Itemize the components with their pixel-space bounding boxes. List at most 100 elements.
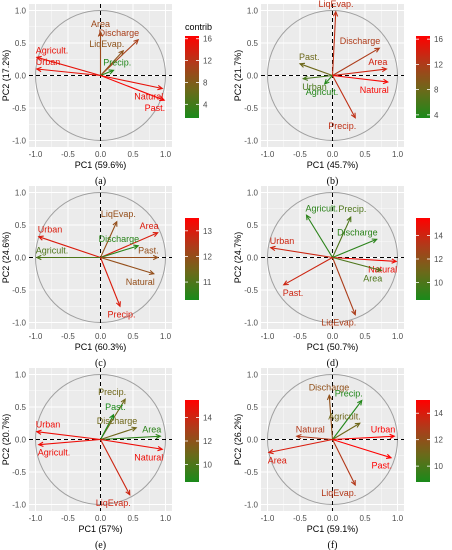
variable-label: Precip. [107,309,135,319]
arrowhead [351,309,357,316]
arrowhead [35,254,42,261]
panel-e: Precip. Past. Urban Discharge Agricult. Area N… [1,368,212,550]
arrowhead [350,112,356,119]
arrowhead [385,453,393,459]
colorbar-tick-label: 11 [203,278,212,287]
panel-caption: (e) [95,540,106,550]
arrowhead [350,479,356,487]
colorbar-tick-label: 12 [434,436,443,445]
variable-label: Natural [360,85,389,95]
y-axis-title: PC2 (21.7%) [233,50,243,102]
arrow-discharge [100,39,139,76]
colorbar-tick-label: 14 [434,232,443,241]
variable-label: Natural [134,452,163,462]
variable-label: Precip. [328,121,356,131]
colorbar [185,36,199,118]
colorbar-tick-label: 12 [434,60,443,69]
y-tick-label: -0.5 [12,286,26,295]
variable-label: Area [91,19,110,29]
arrowhead [97,30,104,37]
y-tick-label: 1.0 [15,371,27,380]
y-tick-label: 0.5 [247,403,259,412]
variable-label: Past. [145,103,166,113]
arrow-urban [36,68,101,77]
arrowhead [152,232,159,237]
x-tick-label: -1.0 [261,332,275,341]
variable-label: Urban [36,57,61,67]
variable-label: LiqEvap. [321,318,356,328]
x-tick-label: -1.0 [261,514,275,523]
x-tick-label: 0.5 [359,514,371,523]
arrowhead [389,433,396,440]
x-tick-label: 1.0 [392,150,404,159]
y-tick-label: -0.5 [12,468,26,477]
variable-label: Natural [296,424,325,434]
x-tick-label: 1.0 [160,332,172,341]
arrow-liqevap [331,11,337,76]
colorbar [185,400,199,482]
variable-label: Area [140,221,159,231]
variable-label: Precip. [98,387,126,397]
arrow-urban [332,435,395,441]
arrowhead [35,429,42,435]
x-tick-label: 1.0 [160,150,172,159]
variable-label: LiqEvap. [318,0,353,9]
colorbar-tick-label: 10 [434,462,443,471]
arrowhead [269,245,276,252]
y-axis-title: PC2 (24.6%) [1,232,11,284]
x-tick-label: 0.0 [327,514,339,523]
arrow-natural [332,256,397,262]
x-tick-label: -0.5 [293,150,307,159]
variable-label: Area [368,57,387,67]
y-tick-label: -1.0 [244,137,258,146]
y-axis-title: PC2 (17.2%) [1,50,11,102]
arrow-precip [100,69,114,77]
arrow-natural [100,74,163,90]
arrow-past [283,257,333,286]
colorbar-tick-label: 12 [434,255,443,264]
y-tick-label: -1.0 [12,501,26,510]
variable-label: Past. [105,402,126,412]
panel-caption: (d) [327,358,339,369]
arrowhead [267,449,274,455]
arrowhead [346,216,352,223]
variable-label: Area [142,424,161,434]
arrow-natural [100,438,163,450]
y-tick-label: 0.0 [247,72,259,81]
colorbar [416,36,430,118]
x-tick-label: 0.0 [327,150,339,159]
variable-label: Discharge [309,382,350,392]
variable-label: Agricult. [36,246,69,256]
y-tick-label: 0.0 [247,436,259,445]
arrow-precip [332,75,356,119]
arrow-liqevap [100,439,131,496]
x-tick-label: -0.5 [61,150,75,159]
arrowhead [382,78,390,85]
arrow-agricult [36,56,101,77]
x-tick-label: -0.5 [61,514,75,523]
arrow-natural [100,256,154,275]
colorbar [185,218,199,300]
variable-label: Area [363,274,382,284]
arrow-precip [332,400,363,440]
arrowhead [391,258,398,264]
arrow-past [332,438,392,459]
panel-caption: (b) [327,176,339,187]
colorbar-tick-label: 12 [203,252,212,261]
arrow-agricult [332,422,361,440]
y-tick-label: 1.0 [15,189,27,198]
y-tick-label: 0.5 [15,221,27,230]
variable-label: LiqEvap. [89,39,124,49]
panel-caption: (a) [95,176,106,187]
arrow-agricult [324,75,333,85]
arrow-precip [331,216,352,258]
arrowhead [133,244,140,250]
x-tick-label: 0.5 [127,150,139,159]
x-tick-label: 1.0 [392,332,404,341]
arrowhead [109,413,115,420]
panel-c: LiqEvap. Area Urban Discharge Agricult. Past.… [1,186,212,369]
colorbar-tick-label: 13 [203,227,212,236]
y-tick-label: -0.5 [244,286,258,295]
y-tick-label: 1.0 [247,189,259,198]
